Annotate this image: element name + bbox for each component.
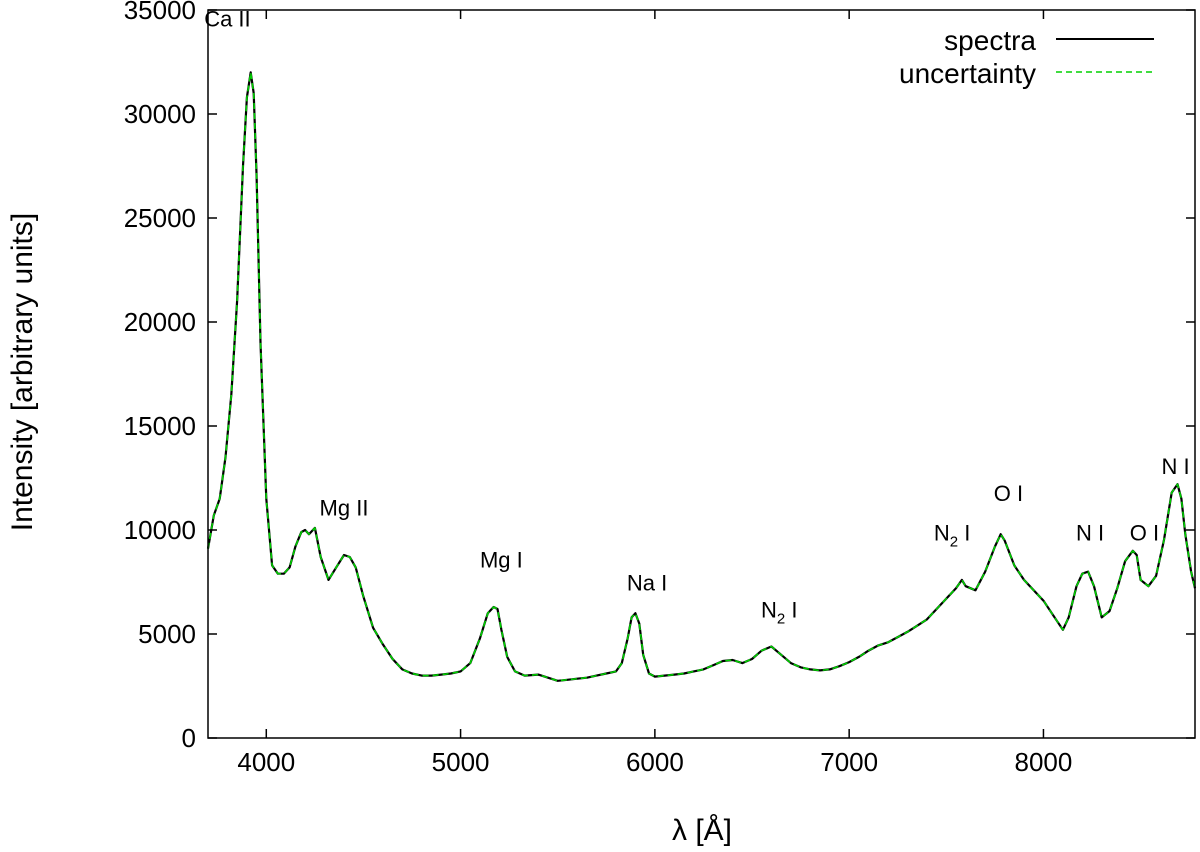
series-line-uncertainty [207, 71, 1196, 682]
y-axis-ticks: 0 5000 10000 15000 20000 25000 30000 35000 [124, 0, 1195, 753]
line-annotation: Mg II [320, 495, 369, 520]
line-annotation: N2 I [934, 520, 970, 550]
legend: spectra uncertainty [899, 25, 1154, 89]
legend-label-spectra: spectra [944, 25, 1036, 56]
y-tick-label: 10000 [124, 515, 196, 545]
line-annotation: Na I [627, 570, 667, 595]
line-annotation: N2 I [761, 597, 797, 627]
x-tick-label: 4000 [237, 747, 295, 777]
line-annotation: Ca II [204, 7, 250, 32]
line-annotation: N I [1076, 520, 1104, 545]
legend-label-uncertainty: uncertainty [899, 58, 1036, 89]
y-tick-label: 5000 [138, 619, 196, 649]
x-tick-label: 8000 [1015, 747, 1073, 777]
x-tick-label: 5000 [432, 747, 490, 777]
plot-frame [207, 9, 1196, 739]
y-tick-label: 0 [182, 723, 196, 753]
x-tick-label: 7000 [820, 747, 878, 777]
line-annotation: N I [1162, 454, 1190, 479]
y-tick-label: 15000 [124, 411, 196, 441]
x-tick-label: 6000 [626, 747, 684, 777]
line-annotation: O I [994, 481, 1023, 506]
line-annotation: O I [1130, 520, 1159, 545]
x-axis-ticks: 4000 5000 6000 7000 8000 [237, 10, 1072, 777]
line-annotation: Mg I [480, 547, 523, 572]
y-tick-label: 25000 [124, 203, 196, 233]
x-axis-title: λ [Å] [672, 814, 732, 847]
series-line-spectra [206, 71, 1197, 682]
annotation-layer: Ca II Mg II Mg I Na I N2 I N2 I O I N I O I N I [204, 7, 1189, 628]
y-tick-label: 20000 [124, 307, 196, 337]
y-tick-label: 30000 [124, 99, 196, 129]
y-tick-label: 35000 [124, 0, 196, 25]
series-layer [206, 71, 1197, 682]
y-axis-title: Intensity [arbitrary units] [6, 213, 39, 531]
